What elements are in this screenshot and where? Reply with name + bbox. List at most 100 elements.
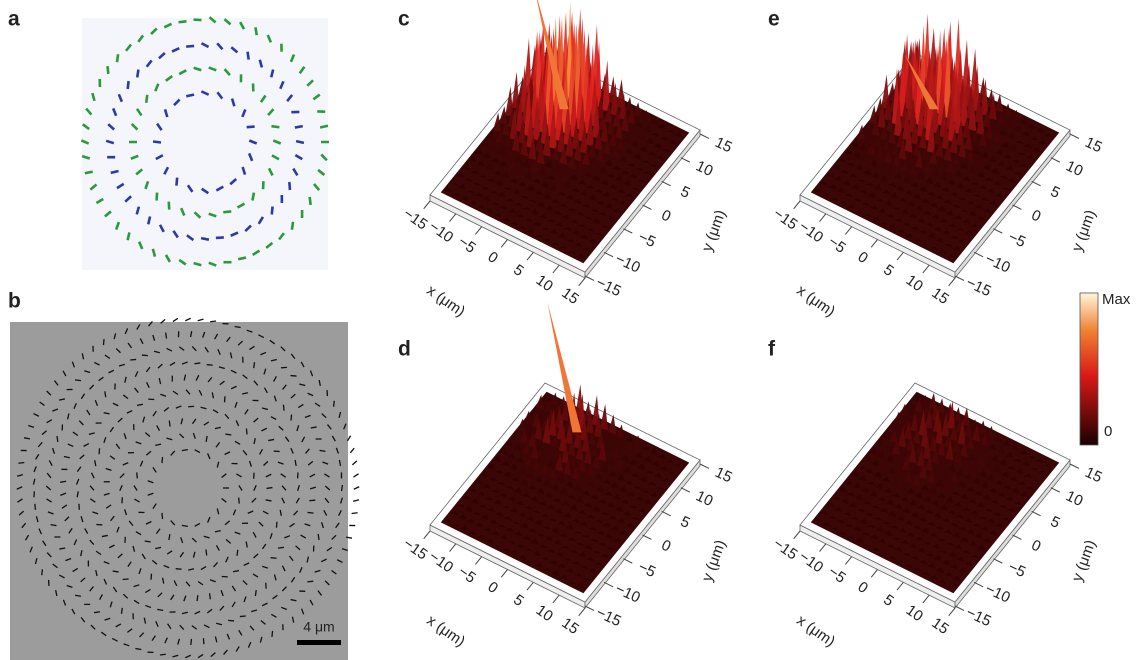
y-tick-label: −15	[963, 274, 993, 300]
dash	[185, 318, 190, 320]
dash	[334, 401, 335, 407]
dash	[272, 631, 273, 637]
y-tick-label: 10	[1063, 488, 1085, 510]
x-tick-label: −15	[770, 535, 801, 564]
y-tick	[974, 582, 983, 586]
dash	[238, 258, 246, 260]
dash	[252, 193, 253, 201]
y-tick	[700, 464, 709, 468]
dash	[278, 547, 284, 548]
dash	[296, 141, 304, 143]
dash	[283, 405, 284, 411]
y-tick-label: 5	[1048, 513, 1063, 532]
dash	[186, 46, 194, 47]
dash	[310, 197, 311, 205]
colorbar-min: 0	[1104, 423, 1112, 440]
y-tick-label: −10	[613, 250, 643, 276]
dash	[128, 81, 129, 89]
dash	[123, 579, 129, 580]
dash	[42, 569, 43, 575]
dash	[35, 504, 36, 510]
y-tick-label: −15	[593, 274, 623, 300]
x-tick	[501, 570, 507, 578]
x-tick-label: −5	[825, 233, 849, 257]
x-tick	[475, 227, 481, 235]
y-tick-label: 10	[693, 158, 715, 180]
x-tick-label: −10	[426, 218, 457, 247]
dash	[271, 126, 279, 127]
x-tick	[450, 214, 456, 222]
y-tick	[1032, 181, 1041, 185]
dash	[210, 593, 211, 599]
dash	[197, 595, 198, 601]
dash	[75, 380, 81, 381]
y-tick-label: 10	[693, 488, 715, 510]
x-tick	[923, 265, 929, 273]
x-tick	[579, 608, 585, 616]
y-tick	[623, 229, 632, 233]
y-tick	[604, 252, 613, 256]
y-tick-label: −5	[635, 558, 658, 581]
x-tick	[450, 544, 456, 552]
x-tick	[845, 227, 851, 235]
dash	[146, 95, 147, 103]
y-tick	[993, 559, 1002, 563]
x-tick	[949, 608, 955, 616]
dash	[210, 321, 216, 322]
dash	[352, 513, 358, 514]
dash	[57, 436, 58, 442]
x-tick-label: −10	[796, 218, 827, 247]
x-tick-label: 5	[510, 261, 527, 280]
x-tick	[579, 278, 585, 286]
x-tick	[501, 240, 507, 248]
x-tick-label: 15	[928, 284, 951, 307]
y-tick	[700, 134, 709, 138]
y-tick-label: −5	[1005, 558, 1028, 581]
dash	[186, 95, 194, 97]
dash	[354, 487, 359, 489]
y-tick-label: −5	[1005, 228, 1028, 251]
dash	[148, 216, 150, 224]
y-tick	[1013, 205, 1022, 209]
y-tick	[1070, 464, 1079, 468]
colorbar-max: Max	[1102, 291, 1131, 308]
dash	[85, 172, 93, 174]
x-tick	[475, 557, 481, 565]
dash	[142, 355, 148, 356]
x-tick	[949, 278, 955, 286]
x-tick-label: 10	[533, 602, 556, 625]
x-tick	[527, 582, 533, 590]
dash	[225, 434, 231, 435]
dash	[169, 534, 170, 540]
y-tick	[681, 488, 690, 492]
dash	[255, 590, 256, 596]
dash	[292, 222, 293, 230]
x-tick-label: 0	[484, 578, 501, 597]
x-tick-label: 10	[533, 272, 556, 295]
panel-label: c	[398, 8, 410, 31]
panel-label: d	[398, 338, 411, 361]
dash	[272, 207, 273, 215]
dash	[198, 319, 204, 321]
x-tick	[424, 531, 430, 539]
x-tick-label: −15	[400, 205, 431, 234]
scale-bar	[297, 640, 341, 645]
x-tick-label: 0	[854, 248, 871, 267]
dash	[166, 333, 167, 339]
dash	[291, 376, 297, 377]
y-tick	[604, 582, 613, 586]
colorbar	[1080, 293, 1098, 445]
y-tick	[1051, 158, 1060, 162]
dash	[153, 141, 161, 142]
x-tick-label: 5	[880, 591, 897, 610]
x-tick-label: 5	[510, 591, 527, 610]
x-tick-label: −10	[426, 548, 457, 577]
x-tick-label: 10	[903, 272, 926, 295]
y-tick-label: 5	[678, 513, 693, 532]
dash	[145, 541, 151, 542]
y-tick	[662, 511, 671, 515]
dash	[354, 474, 359, 477]
dash	[206, 436, 207, 442]
y-tick	[662, 181, 671, 185]
dash	[137, 472, 138, 478]
